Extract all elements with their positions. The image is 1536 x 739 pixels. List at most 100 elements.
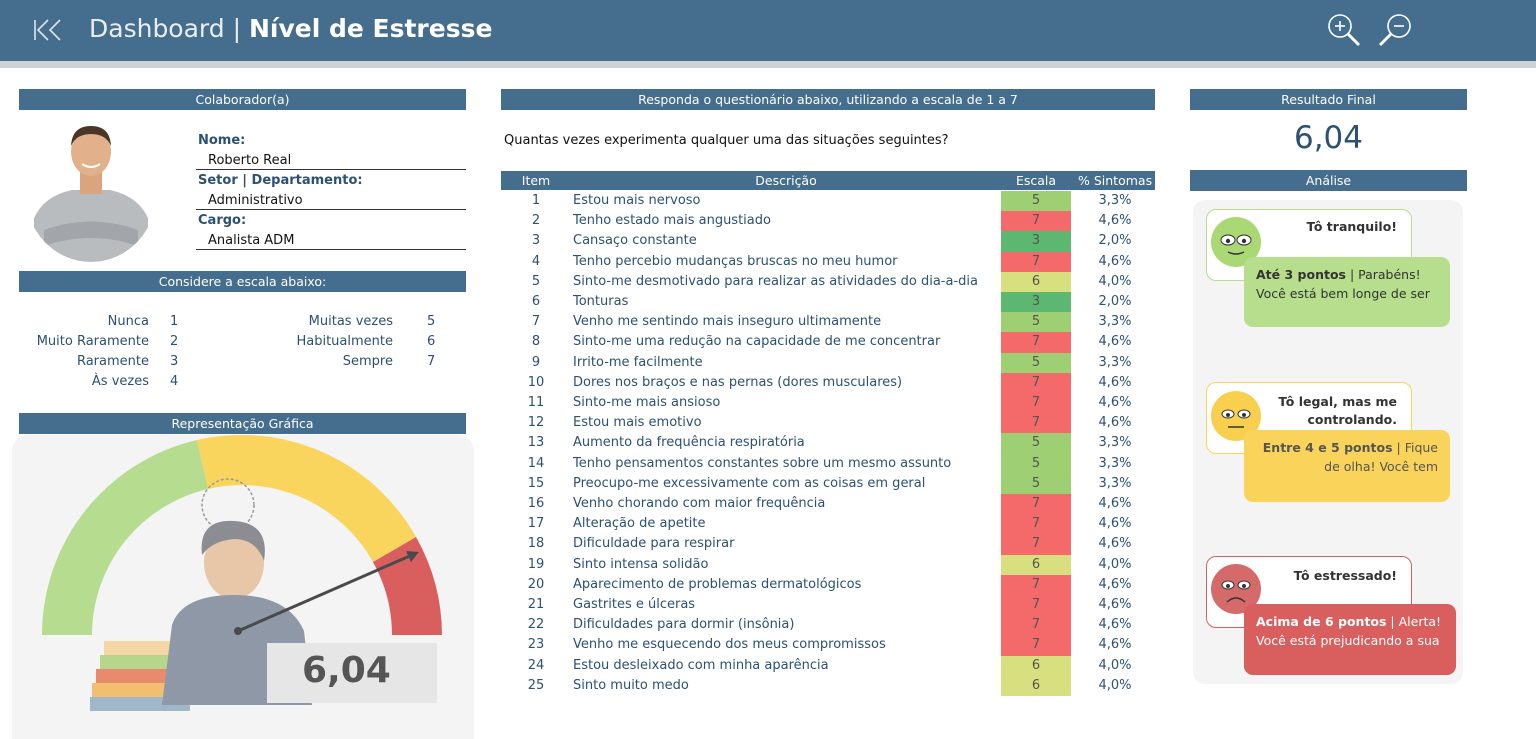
table-row: 20 Aparecimento de problemas dermatológic…: [501, 574, 1155, 595]
item-number: 16: [527, 496, 545, 511]
scale-cell[interactable]: 5: [1001, 191, 1071, 212]
scale-cell[interactable]: 7: [1001, 211, 1071, 232]
scale-cell[interactable]: 5: [1001, 352, 1071, 373]
symptom-pct: 3,3%: [1098, 193, 1132, 208]
scale-value: 2: [170, 334, 179, 349]
zoom-in-icon[interactable]: [1325, 11, 1363, 49]
table-row: 24 Estou desleixado com minha aparência 6 4…: [501, 655, 1155, 676]
table-row: 11 Sinto-me mais ansioso 7 4,6%: [501, 393, 1155, 414]
red-card-title: Tô estressado!: [1293, 568, 1397, 583]
yellow-card-title-line: Tô legal, mas me: [1278, 394, 1397, 409]
zoom-out-icon[interactable]: [1376, 11, 1414, 49]
green-card-body: Até 3 pontos | Parabéns! Você está bem lo…: [1244, 257, 1450, 327]
symptom-pct: 4,6%: [1098, 637, 1132, 653]
symptom-pct: 4,6%: [1098, 597, 1132, 612]
symptom-pct: 3,3%: [1098, 455, 1132, 471]
table-row: 9 Irrito-me facilmente 5 3,3%: [501, 352, 1155, 373]
item-number: 14: [527, 455, 545, 471]
scale-cell[interactable]: 3: [1001, 231, 1071, 252]
symptom-pct: 4,6%: [1098, 516, 1132, 532]
item-description: Aparecimento de problemas dermatológicos: [573, 576, 862, 592]
yellow-card-title: Tô legal, mas me controlando.: [1270, 393, 1397, 429]
scale-cell[interactable]: 6: [1001, 655, 1071, 676]
green-card-bold: Até 3 pontos: [1256, 267, 1346, 282]
scale-cell[interactable]: 7: [1001, 251, 1071, 272]
green-card-text: | Parabéns!: [1345, 267, 1421, 282]
table-row: 7 Venho me sentindo mais inseguro ultimam…: [501, 312, 1155, 333]
red-card-text: | Alerta!: [1386, 614, 1442, 629]
scale-cell[interactable]: 5: [1001, 312, 1071, 333]
sector-label: Setor | Departamento:: [198, 173, 363, 188]
scale-cell[interactable]: 7: [1001, 494, 1071, 515]
item-number: 22: [527, 617, 545, 633]
questionnaire-section-title: Responda o questionário abaixo, utilizan…: [501, 89, 1155, 110]
symptom-pct: 2,0%: [1098, 233, 1132, 249]
item-description: Irrito-me facilmente: [573, 354, 703, 370]
symptom-pct: 4,6%: [1098, 576, 1132, 592]
scale-cell[interactable]: 7: [1001, 332, 1071, 353]
symptom-pct: 3,3%: [1098, 314, 1132, 330]
scale-cell[interactable]: 6: [1001, 271, 1071, 292]
item-description: Alteração de apetite: [573, 516, 706, 532]
symptom-pct: 4,6%: [1098, 536, 1132, 552]
item-number: 20: [527, 576, 545, 592]
scale-cell[interactable]: 7: [1001, 595, 1071, 616]
table-row: 10 Dores nos braços e nas pernas (dores m…: [501, 372, 1155, 393]
scale-cell[interactable]: 5: [1001, 473, 1071, 494]
scale-cell[interactable]: 5: [1001, 453, 1071, 474]
item-number: 12: [527, 415, 545, 431]
symptom-pct: 4,0%: [1098, 273, 1132, 289]
name-value: Roberto Real: [196, 152, 466, 170]
top-divider: [0, 61, 1536, 68]
scale-cell[interactable]: 3: [1001, 292, 1071, 313]
yellow-card-title-line: controlando.: [1307, 412, 1397, 427]
scale-cell[interactable]: 7: [1001, 615, 1071, 636]
symptom-pct: 3,3%: [1098, 435, 1132, 451]
scale-cell[interactable]: 7: [1001, 574, 1071, 595]
symptom-pct: 4,6%: [1098, 415, 1132, 431]
table-row: 22 Dificuldades para dormir (insônia) 7 4,6…: [501, 615, 1155, 636]
item-number: 2: [531, 213, 541, 229]
stressed-face-icon: [1211, 564, 1261, 614]
item-number: 17: [527, 516, 545, 532]
yellow-card-text: | Fique: [1392, 440, 1439, 455]
scale-label: Às vezes: [91, 374, 149, 389]
skip-back-icon[interactable]: [32, 16, 66, 44]
symptom-pct: 4,6%: [1098, 334, 1132, 350]
table-row: 4 Tenho percebio mudanças bruscas no meu …: [501, 251, 1155, 272]
table-row: 19 Sinto intensa solidão 6 4,0%: [501, 554, 1155, 575]
scale-cell[interactable]: 7: [1001, 635, 1071, 656]
symptom-pct: 2,0%: [1098, 294, 1132, 309]
title-prefix: Dashboard |: [89, 14, 249, 43]
scale-cell[interactable]: 6: [1001, 675, 1071, 696]
symptom-pct: 4,6%: [1098, 395, 1132, 410]
scale-cell[interactable]: 7: [1001, 534, 1071, 555]
col-description: Descrição: [755, 173, 817, 188]
table-row: 1 Estou mais nervoso 5 3,3%: [501, 191, 1155, 212]
col-scale: Escala: [1015, 173, 1057, 188]
item-number: 5: [531, 273, 541, 289]
yellow-card-body: Entre 4 e 5 pontos | Fique de olha! Você …: [1244, 430, 1450, 502]
scale-cell[interactable]: 7: [1001, 514, 1071, 535]
item-number: 8: [531, 334, 541, 350]
scale-value: 7: [427, 354, 436, 369]
calm-face-icon: [1211, 217, 1261, 267]
table-row: 14 Tenho pensamentos constantes sobre um …: [501, 453, 1155, 474]
item-description: Sinto-me uma redução na capacidade de me…: [573, 334, 941, 350]
table-row: 12 Estou mais emotivo 7 4,6%: [501, 413, 1155, 434]
item-number: 23: [527, 637, 545, 653]
name-label: Nome:: [198, 133, 246, 148]
scale-cell[interactable]: 7: [1001, 393, 1071, 414]
scale-cell[interactable]: 7: [1001, 413, 1071, 434]
table-row: 3 Cansaço constante 3 2,0%: [501, 231, 1155, 252]
green-card-title: Tô tranquilo!: [1306, 219, 1397, 234]
scale-cell[interactable]: 6: [1001, 554, 1071, 575]
gauge-red-segment: [373, 537, 442, 635]
item-number: 19: [527, 556, 545, 572]
table-row: 18 Dificuldade para respirar 7 4,6%: [501, 534, 1155, 555]
scale-cell[interactable]: 7: [1001, 372, 1071, 393]
result-value: 6,04: [1293, 120, 1364, 156]
scale-cell[interactable]: 5: [1001, 433, 1071, 454]
scale-label: Raramente: [76, 354, 149, 369]
symptom-pct: 4,6%: [1098, 253, 1132, 269]
